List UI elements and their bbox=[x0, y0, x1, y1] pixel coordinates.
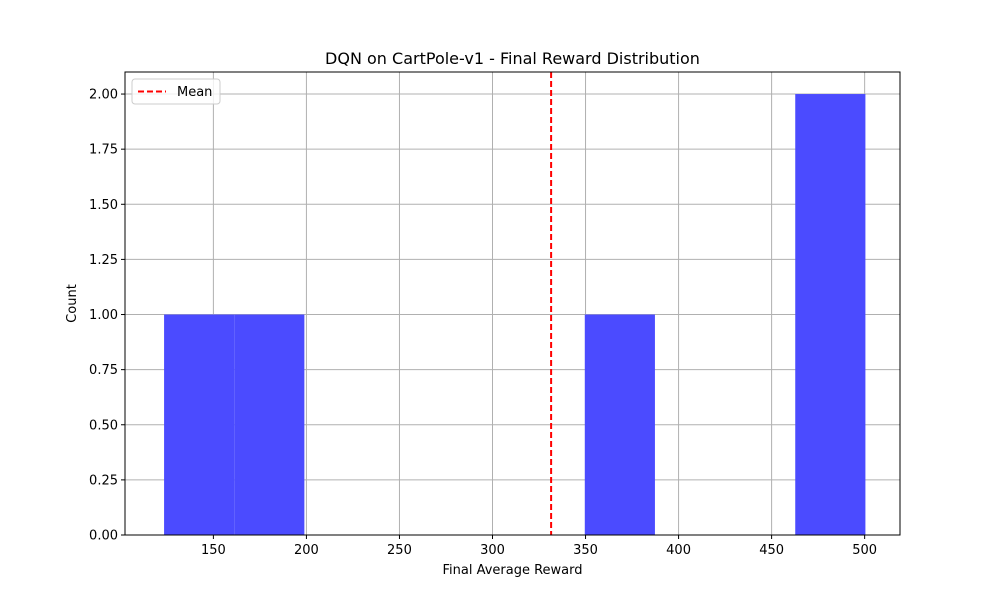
x-axis-label: Final Average Reward bbox=[442, 563, 582, 578]
legend-box bbox=[131, 78, 221, 105]
x-tick-label: 150 bbox=[201, 543, 226, 558]
y-tick-label: 0.25 bbox=[89, 473, 118, 488]
chart-title: DQN on CartPole-v1 - Final Reward Distri… bbox=[325, 49, 700, 68]
y-tick-label: 2.00 bbox=[89, 88, 118, 103]
x-tick-label: 450 bbox=[759, 543, 784, 558]
y-ticks: 0.00 0.25 0.50 0.75 1.00 1.25 1.50 1.75 2.00 bbox=[89, 88, 125, 544]
histogram-bar bbox=[584, 314, 655, 535]
histogram-bar bbox=[795, 94, 866, 536]
x-tick-label: 400 bbox=[666, 543, 691, 558]
bars-layer bbox=[164, 94, 866, 536]
histogram-bar bbox=[164, 314, 235, 535]
x-tick-label: 500 bbox=[852, 543, 877, 558]
y-tick-label: 1.00 bbox=[89, 308, 118, 323]
y-axis-label: Count bbox=[65, 284, 80, 323]
y-tick-label: 0.00 bbox=[89, 529, 118, 544]
x-ticks: 150 200 250 300 350 400 450 500 bbox=[201, 535, 877, 558]
histogram-bar bbox=[234, 314, 305, 535]
x-tick-label: 250 bbox=[387, 543, 412, 558]
x-tick-label: 350 bbox=[573, 543, 598, 558]
x-tick-label: 200 bbox=[294, 543, 319, 558]
y-tick-label: 1.25 bbox=[89, 253, 118, 268]
y-tick-label: 1.75 bbox=[89, 143, 118, 158]
legend: Mean bbox=[131, 78, 221, 105]
y-tick-label: 0.50 bbox=[89, 418, 118, 433]
plot-frame bbox=[124, 71, 901, 536]
x-tick-label: 300 bbox=[480, 543, 505, 558]
y-tick-label: 0.75 bbox=[89, 363, 118, 378]
legend-label-mean: Mean bbox=[177, 85, 212, 100]
y-tick-label: 1.50 bbox=[89, 198, 118, 213]
